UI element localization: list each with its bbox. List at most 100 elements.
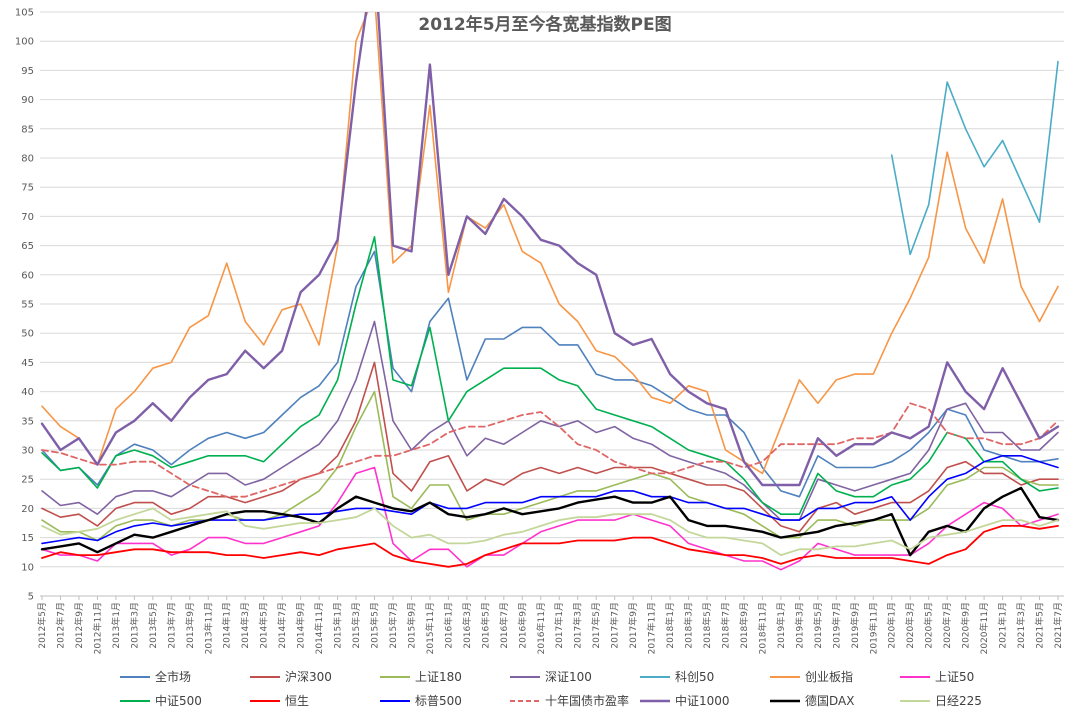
legend-label: 全市场 — [155, 669, 191, 684]
x-tick-label: 2019年1月 — [775, 602, 787, 649]
x-tick-label: 2013年1月 — [110, 602, 122, 649]
legend-label: 科创50 — [675, 670, 714, 684]
y-tick-label: 25 — [21, 475, 34, 486]
x-tick-label: 2019年11月 — [867, 602, 879, 654]
y-tick-label: 5 — [28, 592, 34, 603]
y-tick-label: 85 — [21, 124, 34, 135]
x-tick-label: 2014年5月 — [258, 602, 270, 649]
x-tick-label: 2017年7月 — [609, 602, 621, 649]
y-tick-label: 75 — [21, 183, 34, 194]
gridlines — [40, 11, 1064, 597]
x-tick-label: 2016年1月 — [442, 602, 454, 649]
x-tick-label: 2016年3月 — [461, 602, 473, 649]
x-tick-label: 2021年3月 — [1015, 602, 1027, 649]
x-tick-label: 2020年5月 — [923, 602, 935, 649]
y-tick-label: 90 — [21, 95, 34, 106]
x-tick-label: 2015年7月 — [387, 602, 399, 649]
chart-title: 2012年5月至今各宽基指数PE图 — [418, 14, 671, 35]
series-line-3 — [41, 320, 1059, 521]
x-tick-label: 2019年5月 — [812, 602, 824, 649]
y-tick-label: 55 — [21, 300, 34, 311]
x-tick-label: 2018年9月 — [738, 602, 750, 649]
x-tick-label: 2013年9月 — [184, 602, 196, 649]
y-tick-label: 50 — [21, 329, 34, 340]
x-tick-label: 2020年1月 — [886, 602, 898, 649]
legend-label: 恒生 — [285, 694, 309, 708]
y-axis-ticks: 5 10 15 20 25 30 35 40 45 50 55 60 65 70 75 80 85 90 95 100… — [15, 8, 34, 603]
y-tick-label: 10 — [21, 562, 34, 573]
y-tick-label: 20 — [21, 504, 34, 515]
legend-label: 标普500 — [415, 694, 462, 708]
x-tick-label: 2015年3月 — [350, 602, 362, 649]
x-tick-label: 2015年9月 — [405, 602, 417, 649]
x-tick-label: 2021年7月 — [1052, 602, 1064, 649]
legend-label: 上证50 — [935, 670, 974, 684]
y-tick-label: 65 — [21, 241, 34, 252]
x-tick-label: 2021年1月 — [997, 602, 1009, 649]
x-tick-label: 2016年9月 — [516, 602, 528, 649]
x-tick-label: 2018年7月 — [719, 602, 731, 649]
x-tick-label: 2017年9月 — [627, 602, 639, 649]
x-tick-label: 2018年5月 — [701, 602, 713, 649]
x-tick-label: 2017年5月 — [590, 602, 602, 649]
x-tick-label: 2020年3月 — [904, 602, 916, 649]
legend-label: 深证100 — [545, 670, 592, 684]
series-lines — [40, 12, 1060, 571]
legend-label: 中证1000 — [675, 693, 730, 708]
x-tick-label: 2014年9月 — [295, 602, 307, 649]
x-tick-label: 2015年1月 — [332, 602, 344, 649]
x-tick-label: 2017年3月 — [572, 602, 584, 649]
x-tick-label: 2019年9月 — [849, 602, 861, 649]
y-tick-label: 15 — [21, 533, 34, 544]
x-tick-label: 2018年1月 — [664, 602, 676, 649]
x-tick-label: 2013年11月 — [202, 602, 214, 654]
x-tick-label: 2014年3月 — [239, 602, 251, 649]
y-tick-label: 35 — [21, 416, 34, 427]
series-line-6 — [41, 466, 1059, 571]
series-line-4 — [890, 60, 1059, 256]
legend-label: 日经225 — [935, 694, 982, 708]
y-tick-label: 105 — [15, 8, 34, 19]
legend-label: 十年国债市盈率 — [545, 693, 629, 708]
x-tick-label: 2016年11月 — [535, 602, 547, 654]
x-tick-label: 2013年7月 — [165, 602, 177, 649]
legend-label: 沪深300 — [285, 670, 332, 684]
x-tick-label: 2014年7月 — [276, 602, 288, 649]
x-tick-label: 2012年9月 — [73, 602, 85, 649]
y-tick-label: 95 — [21, 66, 34, 77]
x-tick-label: 2021年5月 — [1034, 602, 1046, 649]
y-tick-label: 70 — [21, 212, 34, 223]
y-tick-label: 45 — [21, 358, 34, 369]
x-tick-label: 2013年3月 — [128, 602, 140, 649]
x-tick-label: 2012年11月 — [91, 602, 103, 654]
legend-label: 中证500 — [155, 693, 202, 708]
series-line-2 — [41, 390, 1059, 542]
x-tick-label: 2019年7月 — [830, 602, 842, 649]
x-tick-label: 2018年11月 — [756, 602, 768, 654]
legend-label: 德国DAX — [805, 693, 854, 708]
y-tick-label: 60 — [21, 270, 34, 281]
legend-label: 上证180 — [415, 670, 462, 684]
x-tick-label: 2012年7月 — [54, 602, 66, 649]
series-line-13 — [41, 507, 1059, 556]
series-line-0 — [41, 250, 1059, 498]
x-tick-label: 2018年3月 — [683, 602, 695, 649]
x-tick-label: 2014年1月 — [221, 602, 233, 649]
x-axis-ticks: 2012年5月 2012年7月 2012年9月 2012年11月 2013年1月 2013… — [36, 596, 1064, 654]
series-line-11 — [40, 12, 1060, 487]
x-tick-label: 2015年5月 — [369, 602, 381, 649]
x-tick-label: 2020年7月 — [941, 602, 953, 649]
x-tick-label: 2016年7月 — [498, 602, 510, 649]
y-tick-label: 40 — [21, 387, 34, 398]
x-tick-label: 2014年11月 — [313, 602, 325, 654]
series-line-7 — [41, 236, 1059, 515]
series-line-1 — [41, 361, 1059, 533]
x-tick-label: 2019年3月 — [793, 602, 805, 649]
legend: 全市场 沪深300 上证180 深证100 科创50 创业板指 上证50 中证500 恒生 标普5… — [120, 669, 982, 708]
x-tick-label: 2015年11月 — [424, 602, 436, 654]
x-tick-label: 2020年11月 — [978, 602, 990, 654]
series-line-8 — [41, 525, 1059, 568]
x-tick-label: 2012年5月 — [36, 602, 48, 649]
